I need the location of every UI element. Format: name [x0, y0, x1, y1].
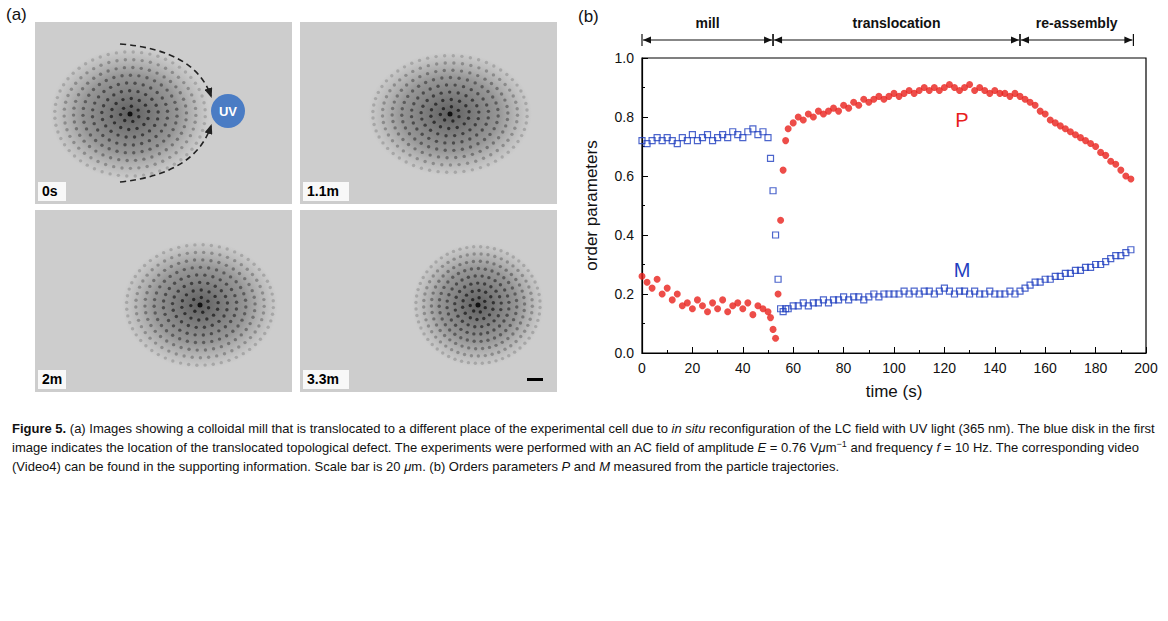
- svg-text:0.2: 0.2: [615, 286, 635, 302]
- svg-text:140: 140: [983, 360, 1007, 376]
- svg-text:200: 200: [1134, 360, 1158, 376]
- svg-text:80: 80: [836, 360, 852, 376]
- html-text:Figure 5. (a) Images showing a: Figure 5. (a) Images showing a colloidal…: [12, 421, 1155, 474]
- svg-text:2m: 2m: [42, 371, 62, 387]
- svg-text:0.0: 0.0: [615, 345, 635, 361]
- svg-text:translocation: translocation: [853, 15, 941, 31]
- svg-text:UV: UV: [219, 104, 237, 119]
- svg-text:60: 60: [785, 360, 801, 376]
- svg-text:180: 180: [1084, 360, 1108, 376]
- svg-text:mill: mill: [695, 15, 719, 31]
- svg-text:0.8: 0.8: [615, 109, 635, 125]
- svg-text:0.6: 0.6: [615, 168, 635, 184]
- svg-text:M: M: [954, 259, 971, 281]
- svg-text:3.3m: 3.3m: [307, 371, 339, 387]
- svg-text:(a): (a): [6, 5, 27, 24]
- svg-text:P: P: [955, 109, 968, 131]
- svg-text:re-assembly: re-assembly: [1036, 15, 1118, 31]
- svg-text:order parameters: order parameters: [582, 140, 601, 270]
- svg-text:20: 20: [685, 360, 701, 376]
- svg-text:1.0: 1.0: [615, 50, 635, 66]
- svg-text:(b): (b): [578, 7, 599, 26]
- svg-text:160: 160: [1034, 360, 1058, 376]
- svg-text:time (s): time (s): [866, 382, 923, 401]
- svg-text:40: 40: [735, 360, 751, 376]
- svg-text:0s: 0s: [42, 183, 58, 199]
- svg-text:0: 0: [638, 360, 646, 376]
- svg-text:100: 100: [882, 360, 906, 376]
- svg-text:1.1m: 1.1m: [307, 183, 339, 199]
- svg-text:120: 120: [933, 360, 957, 376]
- svg-text:0.4: 0.4: [615, 227, 635, 243]
